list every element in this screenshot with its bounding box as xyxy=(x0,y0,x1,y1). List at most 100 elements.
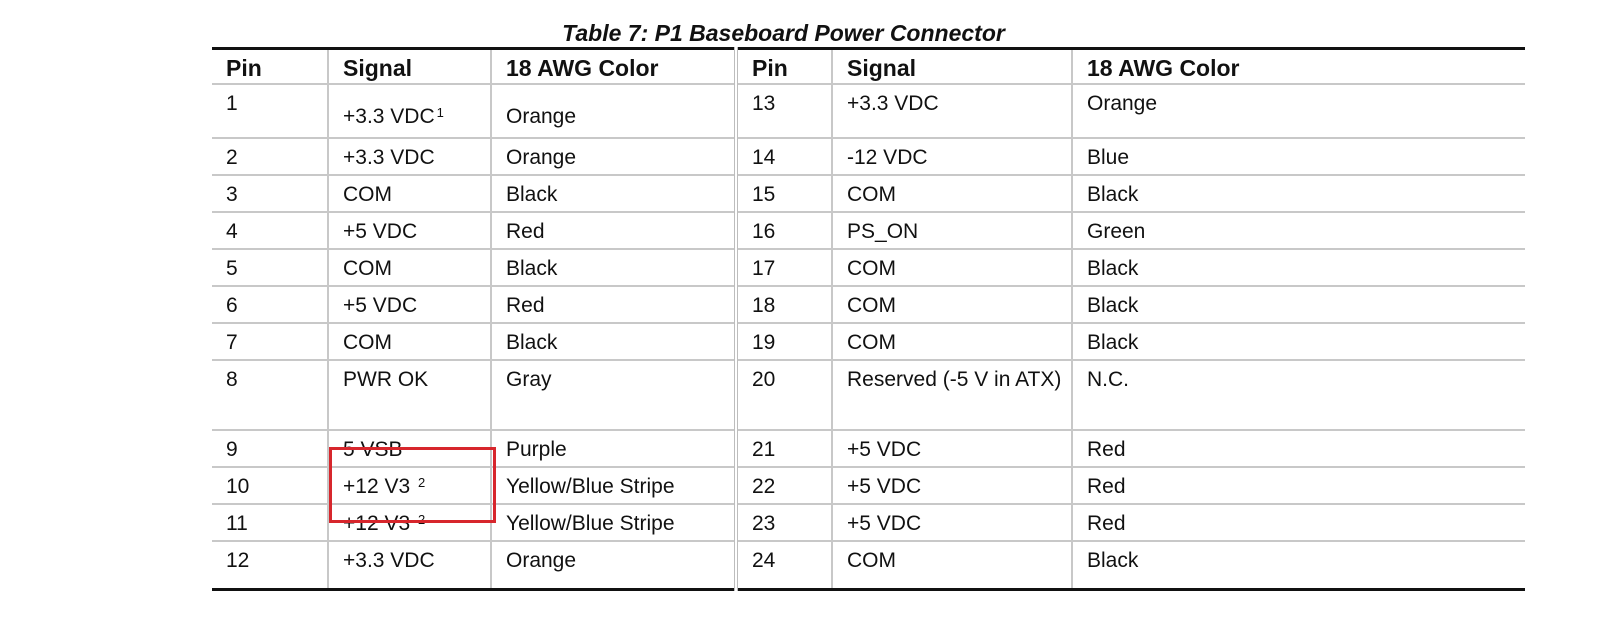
cell-text: +3.3 VDC xyxy=(343,105,435,128)
table-row: 7 COM Black 19 COM Black xyxy=(212,323,1525,361)
cell-text: COM xyxy=(343,331,392,354)
cell-text: 20 xyxy=(752,368,776,391)
color-cell: Yellow/Blue Stripe xyxy=(490,504,736,542)
signal-cell: +3.3 VDC xyxy=(327,541,491,590)
cell-text: COM xyxy=(847,331,896,354)
cell-text: 23 xyxy=(752,512,776,535)
cell-text: 4 xyxy=(226,220,238,243)
pin-cell: 17 xyxy=(734,249,832,287)
cell-text: Black xyxy=(506,183,558,206)
cell-text: Black xyxy=(506,331,558,354)
cell-text: Black xyxy=(1087,257,1139,280)
cell-text: -12 VDC xyxy=(847,146,928,169)
pin-cell: 6 xyxy=(212,286,328,324)
cell-text: 24 xyxy=(752,549,776,572)
cell-text: Orange xyxy=(506,549,577,572)
cell-text: Red xyxy=(1087,512,1126,535)
pin-cell: 12 xyxy=(212,541,328,590)
table-row: 6 +5 VDC Red 18 COM Black xyxy=(212,286,1525,324)
cell-text: 9 xyxy=(226,438,238,461)
signal-cell: +12 V3 2 xyxy=(327,504,491,542)
header-color: 18 AWG Color xyxy=(490,48,736,85)
cell-text: Red xyxy=(506,294,545,317)
signal-cell: COM xyxy=(831,249,1072,287)
color-cell: Black xyxy=(490,249,736,287)
color-cell: Orange xyxy=(490,84,736,139)
pin-cell: 2 xyxy=(212,138,328,176)
table-row: 4 +5 VDC Red 16 PS_ON Green xyxy=(212,212,1525,250)
cell-text: 21 xyxy=(752,438,776,461)
cell-text: COM xyxy=(847,257,896,280)
cell-text: Yellow/Blue Stripe xyxy=(506,475,675,498)
cell-text: 18 xyxy=(752,294,776,317)
cell-text: Black xyxy=(1087,183,1139,206)
signal-cell: COM xyxy=(327,323,491,361)
signal-cell: +3.3 VDC 1 xyxy=(327,84,491,139)
cell-text: Black xyxy=(1087,549,1139,572)
pin-cell: 14 xyxy=(734,138,832,176)
signal-cell: COM xyxy=(831,541,1072,590)
power-connector-table: Pin Signal 18 AWG Color Pin Signal 18 AW… xyxy=(212,47,1525,591)
signal-cell: +3.3 VDC xyxy=(327,138,491,176)
cell-text: 14 xyxy=(752,146,776,169)
signal-cell: +12 V3 2 xyxy=(327,467,491,505)
cell-text: +5 VDC xyxy=(847,438,922,461)
color-cell: Red xyxy=(490,212,736,250)
cell-text: Orange xyxy=(506,146,577,169)
cell-text: 3 xyxy=(226,183,238,206)
header-signal: Signal xyxy=(327,48,491,85)
color-cell: Red xyxy=(1071,467,1525,505)
cell-text: N.C. xyxy=(1087,368,1129,391)
color-cell: Blue xyxy=(1071,138,1525,176)
pin-cell: 1 xyxy=(212,84,328,139)
color-cell: Red xyxy=(1071,430,1525,468)
pin-cell: 19 xyxy=(734,323,832,361)
signal-cell: +5 VDC xyxy=(327,212,491,250)
signal-cell: COM xyxy=(831,323,1072,361)
signal-cell: COM xyxy=(831,286,1072,324)
pin-cell: 16 xyxy=(734,212,832,250)
table-row: 2 +3.3 VDC Orange 14 -12 VDC Blue xyxy=(212,138,1525,176)
cell-text: 12 xyxy=(226,549,250,572)
cell-text: 22 xyxy=(752,475,776,498)
pin-cell: 5 xyxy=(212,249,328,287)
cell-text: Gray xyxy=(506,368,552,391)
cell-text: Red xyxy=(1087,438,1126,461)
color-cell: Black xyxy=(1071,175,1525,213)
pin-cell: 21 xyxy=(734,430,832,468)
signal-cell: -12 VDC xyxy=(831,138,1072,176)
cell-text: 8 xyxy=(226,368,238,391)
header-row: Pin Signal 18 AWG Color Pin Signal 18 AW… xyxy=(212,48,1525,85)
table-row: 10 +12 V3 2 Yellow/Blue Stripe 22 +5 VDC Red xyxy=(212,467,1525,505)
cell-text: Black xyxy=(506,257,558,280)
table-row: 3 COM Black 15 COM Black xyxy=(212,175,1525,213)
cell-text: +3.3 VDC xyxy=(847,92,939,115)
color-cell: Yellow/Blue Stripe xyxy=(490,467,736,505)
color-cell: Orange xyxy=(490,541,736,590)
signal-cell: +5 VDC xyxy=(327,286,491,324)
cell-text: +5 VDC xyxy=(847,475,922,498)
cell-text: +3.3 VDC xyxy=(343,146,435,169)
pin-cell: 20 xyxy=(734,360,832,431)
pin-cell: 24 xyxy=(734,541,832,590)
table-row: 8 PWR OK Gray 20 Reserved (-5 V in ATX) N.C. xyxy=(212,360,1525,431)
signal-cell: PWR OK xyxy=(327,360,491,431)
cell-text: Black xyxy=(1087,331,1139,354)
color-cell: Black xyxy=(1071,323,1525,361)
cell-text: Black xyxy=(1087,294,1139,317)
cell-text: +5 VDC xyxy=(343,220,418,243)
cell-text: 7 xyxy=(226,331,238,354)
signal-cell: +3.3 VDC xyxy=(831,84,1072,139)
color-cell: Gray xyxy=(490,360,736,431)
highlight-box xyxy=(329,447,496,523)
cell-text: COM xyxy=(847,549,896,572)
cell-text: Red xyxy=(506,220,545,243)
cell-text: 11 xyxy=(226,512,248,535)
pin-cell: 9 xyxy=(212,430,328,468)
cell-text: 10 xyxy=(226,475,250,498)
header-pin: Pin xyxy=(212,48,328,85)
cell-text: PS_ON xyxy=(847,220,919,243)
signal-cell: +5 VDC xyxy=(831,430,1072,468)
cell-text: 17 xyxy=(752,257,776,280)
